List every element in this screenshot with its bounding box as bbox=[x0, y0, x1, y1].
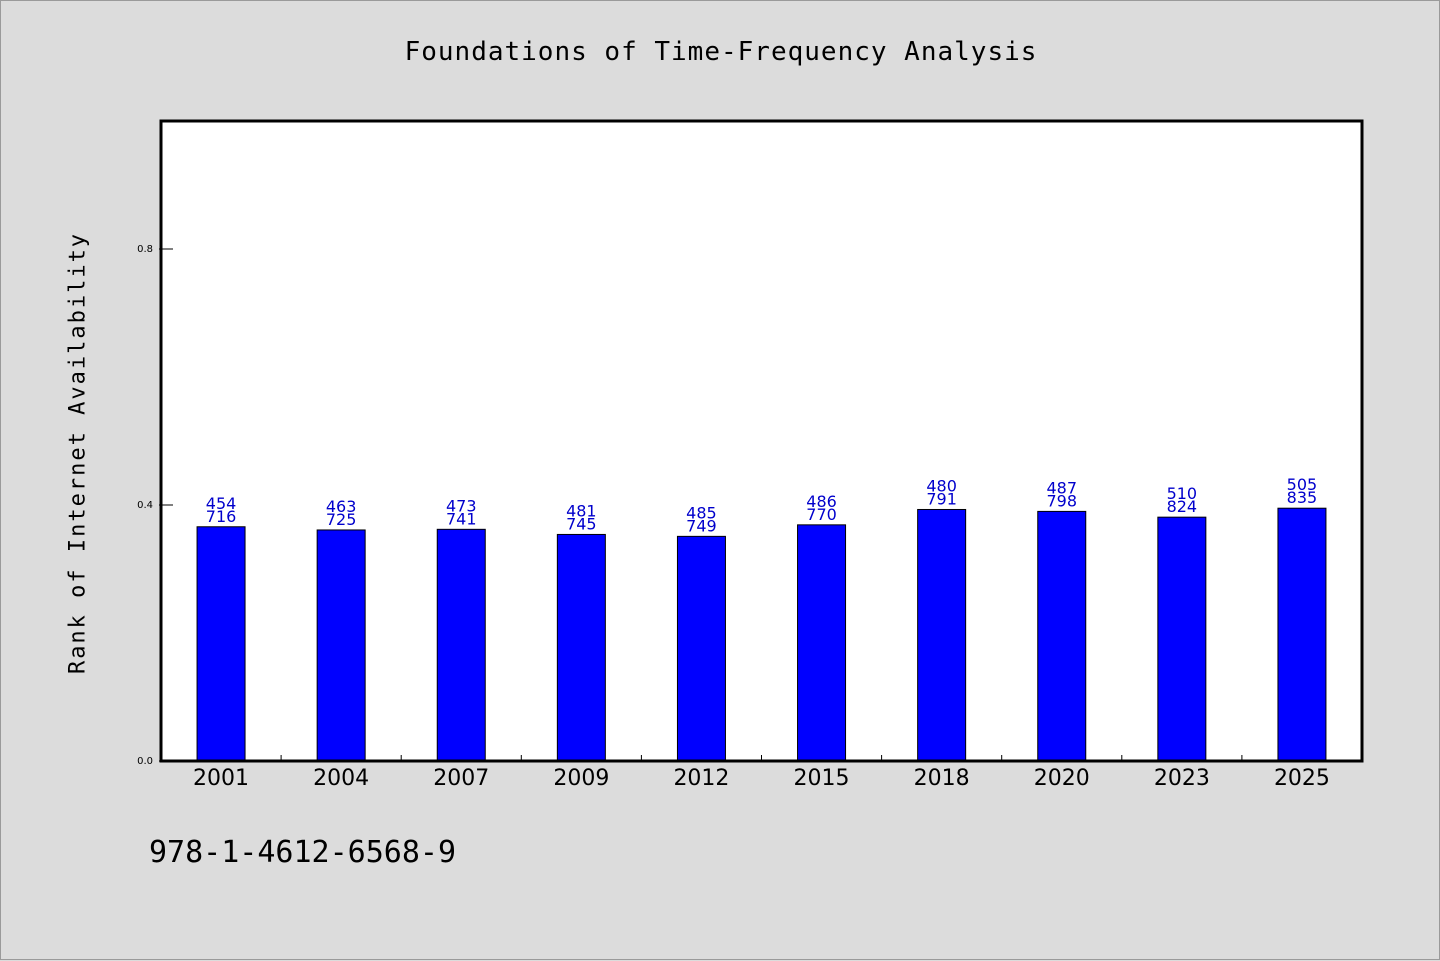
bar bbox=[1037, 510, 1087, 762]
x-tick-label: 2004 bbox=[313, 766, 369, 791]
bar bbox=[917, 508, 967, 762]
data-label: 725 bbox=[326, 510, 357, 529]
data-label: 716 bbox=[206, 507, 237, 526]
data-label: 835 bbox=[1287, 488, 1318, 507]
data-label: 824 bbox=[1167, 497, 1198, 516]
x-tick-label: 2012 bbox=[673, 766, 729, 791]
bar bbox=[797, 524, 847, 762]
bar bbox=[556, 533, 606, 762]
bar bbox=[436, 528, 486, 762]
y-tick-label: 0.0 bbox=[137, 756, 153, 767]
bar bbox=[1277, 507, 1327, 762]
x-tick-label: 2025 bbox=[1274, 766, 1330, 791]
data-label: 791 bbox=[926, 489, 957, 508]
data-label: 486 bbox=[806, 492, 837, 511]
x-tick-label: 2018 bbox=[914, 766, 970, 791]
x-tick-label: 2009 bbox=[553, 766, 609, 791]
data-label: 770 bbox=[806, 505, 837, 524]
data-label: 473 bbox=[446, 496, 477, 515]
x-tick-label: 2020 bbox=[1034, 766, 1090, 791]
data-label: 505 bbox=[1287, 475, 1318, 494]
footer-code: 978-1-4612-6568-9 bbox=[149, 835, 457, 870]
data-label: 741 bbox=[446, 509, 477, 528]
plot-border bbox=[159, 119, 1364, 763]
data-label: 798 bbox=[1046, 491, 1077, 510]
data-label: 480 bbox=[926, 476, 957, 495]
x-tick-label: 2001 bbox=[193, 766, 249, 791]
x-tick-label: 2007 bbox=[433, 766, 489, 791]
y-tick-label: 0.4 bbox=[137, 500, 153, 511]
y-tick-label: 0.8 bbox=[137, 244, 153, 255]
data-label: 481 bbox=[566, 501, 597, 520]
x-tick-label: 2023 bbox=[1154, 766, 1210, 791]
data-label: 749 bbox=[686, 516, 717, 535]
bar bbox=[676, 535, 726, 762]
chart-title: Foundations of Time-Frequency Analysis bbox=[404, 37, 1038, 67]
data-label: 487 bbox=[1046, 478, 1077, 497]
bar bbox=[196, 526, 246, 762]
data-label: 510 bbox=[1167, 484, 1198, 503]
bar bbox=[316, 529, 366, 762]
data-label: 454 bbox=[206, 494, 237, 513]
data-label: 745 bbox=[566, 514, 597, 533]
data-label: 485 bbox=[686, 503, 717, 522]
x-tick-label: 2015 bbox=[794, 766, 850, 791]
data-label: 463 bbox=[326, 497, 357, 516]
bar bbox=[1157, 516, 1207, 762]
